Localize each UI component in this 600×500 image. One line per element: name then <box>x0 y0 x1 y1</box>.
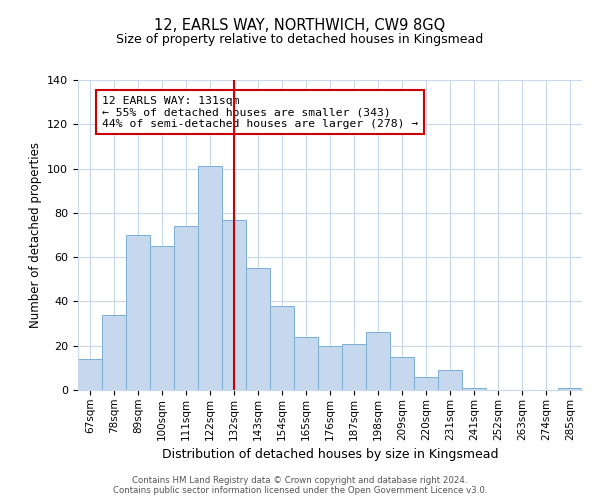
Bar <box>174 226 198 390</box>
Text: Contains HM Land Registry data © Crown copyright and database right 2024.
Contai: Contains HM Land Registry data © Crown c… <box>113 476 487 495</box>
Bar <box>438 370 462 390</box>
Text: 12, EARLS WAY, NORTHWICH, CW9 8GQ: 12, EARLS WAY, NORTHWICH, CW9 8GQ <box>154 18 446 32</box>
Bar <box>270 306 294 390</box>
Bar <box>390 357 414 390</box>
Bar <box>318 346 342 390</box>
Bar <box>342 344 366 390</box>
Bar <box>246 268 270 390</box>
Text: Size of property relative to detached houses in Kingsmead: Size of property relative to detached ho… <box>116 32 484 46</box>
Bar <box>414 376 438 390</box>
Bar <box>294 337 318 390</box>
Bar <box>366 332 390 390</box>
Text: 12 EARLS WAY: 131sqm
← 55% of detached houses are smaller (343)
44% of semi-deta: 12 EARLS WAY: 131sqm ← 55% of detached h… <box>102 96 418 128</box>
Bar <box>102 314 126 390</box>
X-axis label: Distribution of detached houses by size in Kingsmead: Distribution of detached houses by size … <box>162 448 498 461</box>
Bar <box>198 166 222 390</box>
Bar <box>78 359 102 390</box>
Bar <box>126 235 150 390</box>
Bar <box>222 220 246 390</box>
Y-axis label: Number of detached properties: Number of detached properties <box>29 142 41 328</box>
Bar <box>462 388 486 390</box>
Bar <box>150 246 174 390</box>
Bar <box>558 388 582 390</box>
